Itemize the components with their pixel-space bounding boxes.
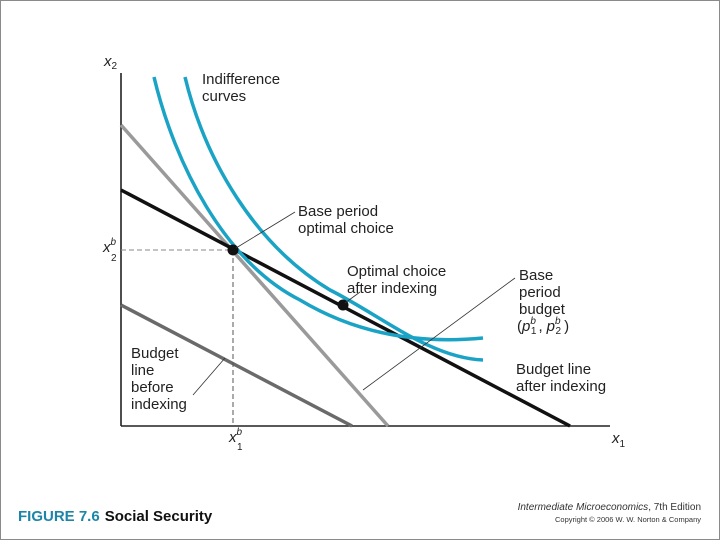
base-period-optimal-point (227, 244, 239, 256)
base-period-budget-label: Base period budget (519, 267, 566, 318)
y-tick-x2b: xb (102, 237, 117, 256)
leader-optimal-after (344, 291, 361, 304)
leader-base-budget (362, 277, 516, 391)
figure-caption: FIGURE 7.6 Social Security (18, 508, 213, 525)
x-axis-label: x1 (611, 430, 626, 450)
budget-line-before-label: Budget line before indexing (131, 345, 187, 413)
book-credit: Intermediate Microeconomics, 7th Edition (518, 502, 701, 513)
base-period-budget-prices: (pb 1, pb 2) (517, 316, 569, 337)
optimal-after-indexing-label: Optimal choice after indexing (347, 263, 450, 297)
budget-line-before-indexing (120, 303, 353, 428)
y-axis-label: x2 (103, 53, 118, 72)
leader-budget-before (192, 357, 226, 396)
x-tick-x1b-sub: 1 (237, 442, 243, 453)
y-tick-x2b-sub: 2 (111, 253, 117, 264)
base-period-choice-label: Base period optimal choice (298, 203, 394, 237)
budget-line-after-label: Budget line after indexing (516, 361, 606, 395)
indifference-curve-upper (183, 76, 484, 362)
indifference-curves-label: Indifference curves (202, 71, 284, 105)
base-period-budget-line (119, 123, 390, 428)
x-tick-x1b: xb (228, 427, 243, 446)
copyright-credit: Copyright © 2006 W. W. Norton & Company (555, 515, 701, 524)
leader-base-choice (235, 211, 296, 249)
